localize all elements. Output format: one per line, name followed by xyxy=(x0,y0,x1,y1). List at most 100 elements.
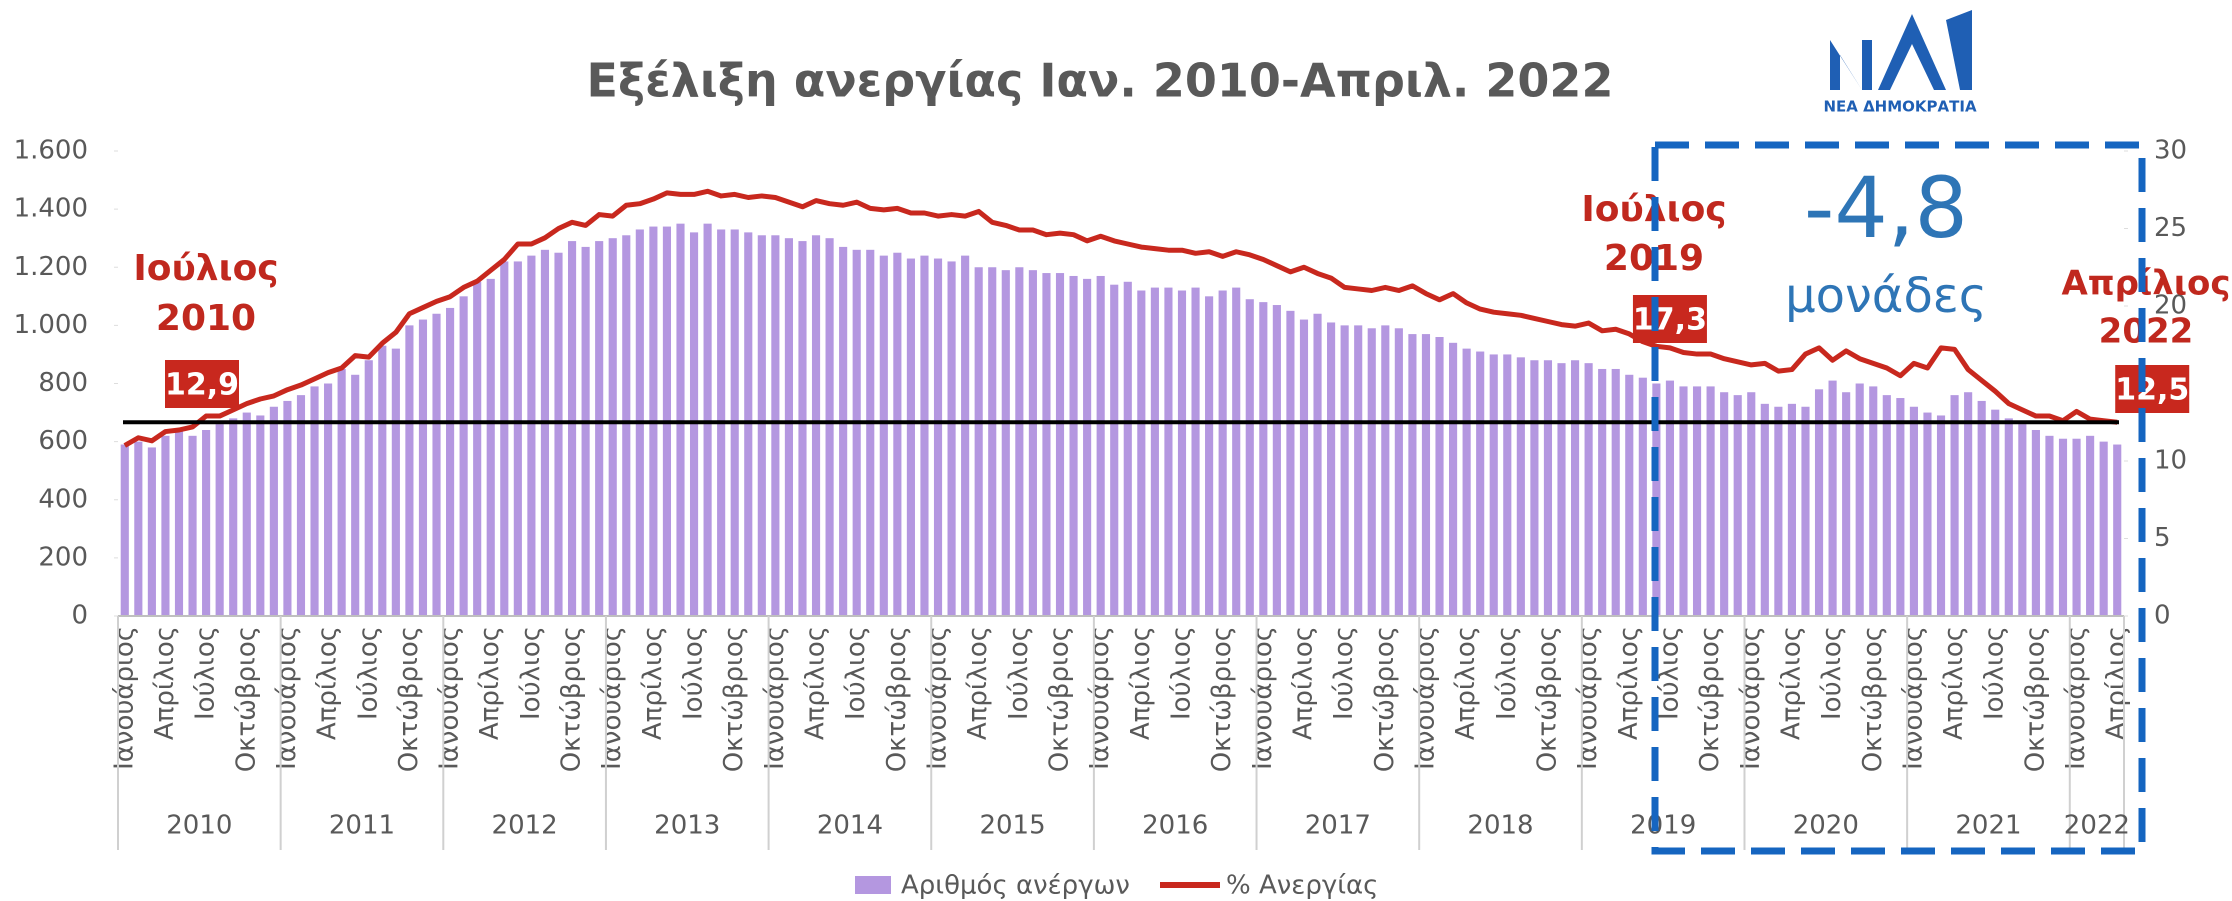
bar xyxy=(1408,334,1417,616)
x-tick-label: Ιανουάριος xyxy=(1736,626,1766,770)
legend-label: Αριθμός ανέργων xyxy=(901,871,1130,901)
bar xyxy=(120,444,129,616)
x-tick-label: Ιούλιος xyxy=(1166,626,1196,720)
x-tick-label: Απρίλιος xyxy=(2102,626,2132,740)
bar xyxy=(1028,270,1037,616)
x-tick-label: Ιανουάριος xyxy=(272,626,302,770)
bar xyxy=(432,313,441,616)
year-label: 2012 xyxy=(492,811,558,841)
x-tick-label: Απρίλιος xyxy=(313,626,343,740)
bar xyxy=(473,281,482,616)
bar xyxy=(798,241,807,616)
bar xyxy=(947,261,956,616)
bar xyxy=(1245,299,1254,616)
x-tick-label: Ιανουάριος xyxy=(1410,626,1440,770)
bar xyxy=(1570,360,1580,616)
x-tick-label: Απρίλιος xyxy=(475,626,505,740)
bar xyxy=(256,415,265,616)
bar xyxy=(1909,406,1918,616)
logo-mark xyxy=(1946,10,1972,90)
bar xyxy=(202,430,211,616)
bar xyxy=(418,319,428,616)
bar xyxy=(1232,287,1241,616)
bar xyxy=(1354,325,1363,616)
x-tick-label: Ιούλιος xyxy=(353,626,383,720)
annotation: Ιούλιος xyxy=(133,248,278,289)
bar xyxy=(1367,328,1376,616)
y-tick-label: 1.600 xyxy=(14,136,88,166)
bar xyxy=(1421,334,1431,616)
x-tick-label: Απρίλιος xyxy=(1451,626,1481,740)
x-tick-label: Ιανουάριος xyxy=(109,626,139,770)
bar xyxy=(703,223,712,616)
bar xyxy=(1828,380,1837,616)
bar xyxy=(296,395,306,616)
y2-tick-label: 30 xyxy=(2154,136,2187,166)
x-tick-label: Ιούλιος xyxy=(1654,626,1684,720)
bar xyxy=(920,255,929,616)
bar xyxy=(1042,273,1051,616)
x-tick-label: Οκτώβριος xyxy=(557,626,587,772)
bar xyxy=(1449,342,1458,616)
year-label: 2013 xyxy=(654,811,720,841)
bar xyxy=(839,246,848,616)
year-label: 2011 xyxy=(329,811,395,841)
bar xyxy=(852,249,861,616)
value-label: 17,3 xyxy=(1633,303,1707,338)
x-tick-label: Ιούλιος xyxy=(841,626,871,720)
x-tick-label: Ιανουάριος xyxy=(1573,626,1603,770)
bar xyxy=(1936,415,1946,616)
bar xyxy=(2086,435,2095,616)
bar xyxy=(893,252,902,616)
bar xyxy=(1055,273,1065,616)
bar xyxy=(1787,403,1796,616)
chart-title: Εξέλιξη ανεργίας Ιαν. 2010-Απριλ. 2022 xyxy=(587,54,1614,108)
bar xyxy=(906,258,915,616)
y2-tick-label: 25 xyxy=(2154,213,2187,243)
bar xyxy=(1015,267,1024,616)
y-tick-label: 1.000 xyxy=(14,310,88,340)
annotation: μονάδες xyxy=(1785,268,1987,324)
x-tick-label: Οκτώβριος xyxy=(882,626,912,772)
bar xyxy=(269,406,278,616)
year-label: 2022 xyxy=(2064,811,2130,841)
bar xyxy=(1177,290,1187,616)
bar xyxy=(879,255,888,616)
bar xyxy=(554,252,563,616)
x-tick-label: Ιανουάριος xyxy=(597,626,627,770)
bar xyxy=(1137,290,1146,616)
year-label: 2016 xyxy=(1142,811,1208,841)
bar xyxy=(2058,438,2068,616)
bar xyxy=(1964,392,1973,616)
year-label: 2018 xyxy=(1467,811,1533,841)
x-tick-label: Ιούλιος xyxy=(679,626,709,720)
bar xyxy=(1679,386,1688,616)
bar xyxy=(825,238,834,616)
bar xyxy=(1218,290,1227,616)
x-tick-label: Οκτώβριος xyxy=(1370,626,1400,772)
bar xyxy=(1665,380,1675,616)
value-label: 12,5 xyxy=(2115,373,2189,408)
bar xyxy=(1069,275,1078,616)
bar xyxy=(771,235,780,616)
bar xyxy=(1516,357,1525,616)
bar xyxy=(2099,441,2108,616)
bar xyxy=(174,430,184,616)
y-tick-label: 800 xyxy=(38,368,88,398)
bar xyxy=(676,223,685,616)
bar xyxy=(1747,392,1756,616)
bar xyxy=(1164,287,1173,616)
bar xyxy=(324,383,333,616)
bar xyxy=(1001,270,1010,616)
bar xyxy=(310,386,319,616)
bar xyxy=(1327,322,1336,616)
bar xyxy=(513,261,522,616)
bar xyxy=(2018,424,2027,616)
bar xyxy=(337,368,346,616)
bar xyxy=(1991,409,2000,616)
value-label-box xyxy=(1632,295,1707,343)
bar xyxy=(1083,278,1092,616)
x-tick-label: Απρίλιος xyxy=(801,626,831,740)
bar xyxy=(391,348,400,616)
